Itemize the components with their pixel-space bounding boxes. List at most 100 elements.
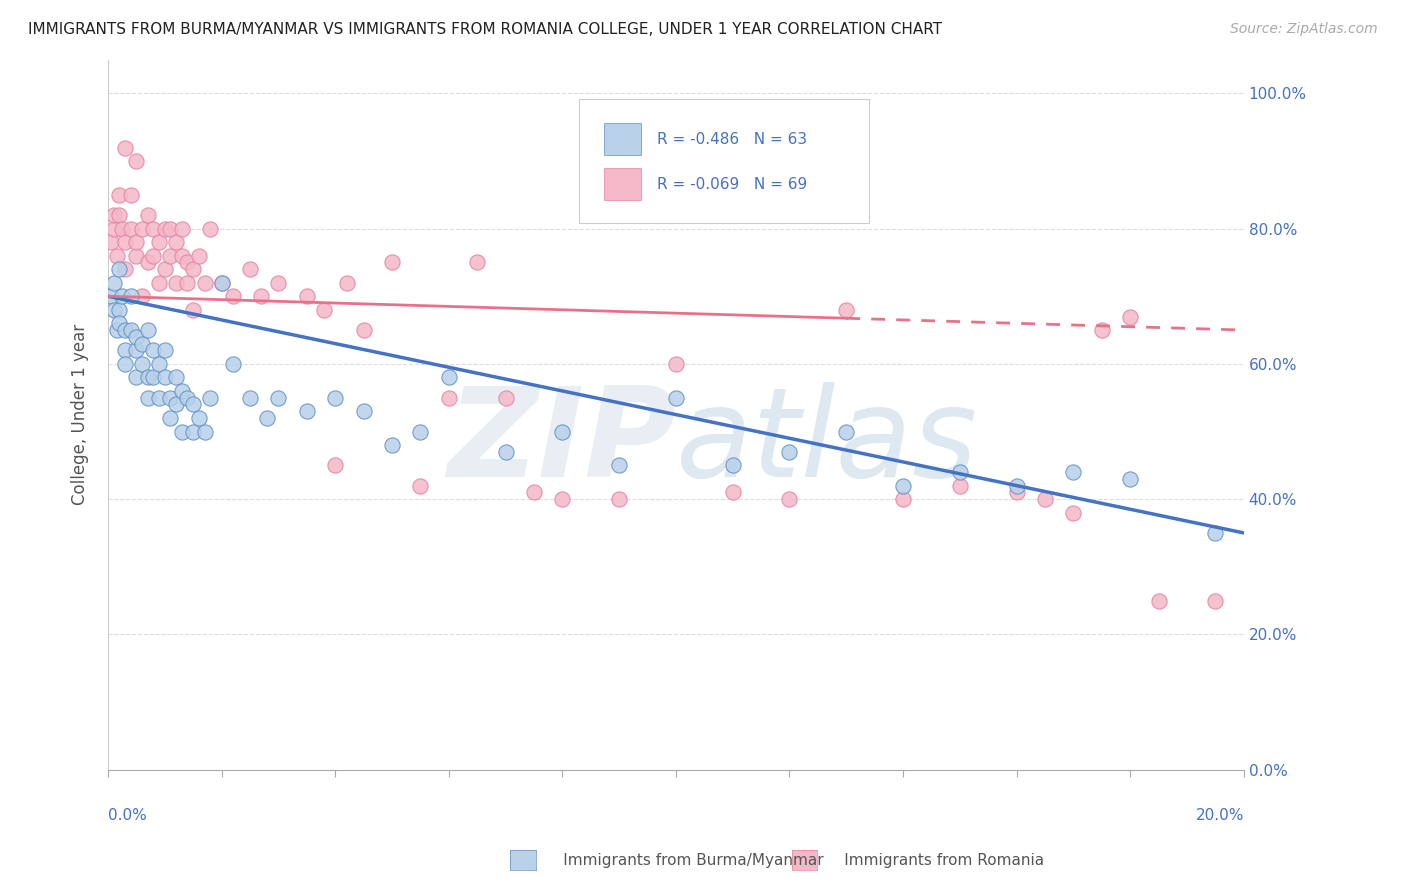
Point — [353, 404, 375, 418]
Point — [170, 221, 193, 235]
Point — [409, 478, 432, 492]
Point — [891, 478, 914, 492]
Point — [120, 289, 142, 303]
Point — [551, 425, 574, 439]
Point — [170, 249, 193, 263]
Point — [108, 208, 131, 222]
Point — [103, 302, 125, 317]
Point — [114, 140, 136, 154]
Point — [256, 411, 278, 425]
Point — [159, 391, 181, 405]
Point — [103, 276, 125, 290]
Point — [142, 370, 165, 384]
Point — [125, 154, 148, 169]
Point — [222, 289, 245, 303]
Point — [381, 255, 404, 269]
Point — [239, 391, 262, 405]
Point — [523, 485, 546, 500]
Point — [721, 458, 744, 473]
Point — [170, 384, 193, 398]
Point — [1091, 323, 1114, 337]
Point — [100, 235, 122, 249]
Point — [153, 262, 176, 277]
Point — [136, 255, 159, 269]
Point — [193, 276, 215, 290]
Point — [165, 397, 187, 411]
Point — [125, 343, 148, 358]
Point — [170, 425, 193, 439]
Point — [103, 221, 125, 235]
Point — [1204, 525, 1226, 540]
Point — [176, 255, 198, 269]
Point — [1119, 310, 1142, 324]
Y-axis label: College, Under 1 year: College, Under 1 year — [72, 324, 89, 505]
Point — [114, 323, 136, 337]
Point — [267, 276, 290, 290]
Text: Immigrants from Romania: Immigrants from Romania — [815, 854, 1045, 868]
Point — [1119, 472, 1142, 486]
Point — [136, 370, 159, 384]
Text: R = -0.069   N = 69: R = -0.069 N = 69 — [657, 177, 807, 192]
Point — [125, 330, 148, 344]
Point — [105, 323, 128, 337]
Point — [295, 404, 318, 418]
Point — [295, 289, 318, 303]
Point — [111, 289, 134, 303]
FancyBboxPatch shape — [605, 169, 641, 200]
Text: Source: ZipAtlas.com: Source: ZipAtlas.com — [1230, 22, 1378, 37]
Point — [607, 458, 630, 473]
Point — [312, 302, 335, 317]
Point — [176, 276, 198, 290]
Point — [949, 478, 972, 492]
Point — [200, 391, 222, 405]
Point — [103, 208, 125, 222]
Point — [114, 235, 136, 249]
Point — [165, 235, 187, 249]
Text: R = -0.486   N = 63: R = -0.486 N = 63 — [657, 132, 807, 146]
Point — [125, 249, 148, 263]
Point — [114, 262, 136, 277]
Point — [159, 249, 181, 263]
Point — [148, 235, 170, 249]
Point — [778, 444, 800, 458]
Point — [353, 323, 375, 337]
Point — [153, 370, 176, 384]
Point — [120, 323, 142, 337]
Point — [142, 249, 165, 263]
Point — [131, 336, 153, 351]
Point — [105, 249, 128, 263]
Text: 0.0%: 0.0% — [108, 808, 146, 823]
Point — [108, 316, 131, 330]
Point — [323, 391, 346, 405]
Point — [131, 357, 153, 371]
Point — [108, 302, 131, 317]
Point — [1005, 478, 1028, 492]
Point — [131, 289, 153, 303]
Point — [193, 425, 215, 439]
Point — [1062, 506, 1084, 520]
Point — [1204, 593, 1226, 607]
Point — [125, 370, 148, 384]
Text: atlas: atlas — [676, 383, 979, 503]
Text: IMMIGRANTS FROM BURMA/MYANMAR VS IMMIGRANTS FROM ROMANIA COLLEGE, UNDER 1 YEAR C: IMMIGRANTS FROM BURMA/MYANMAR VS IMMIGRA… — [28, 22, 942, 37]
Point — [222, 357, 245, 371]
Point — [148, 276, 170, 290]
Point — [136, 391, 159, 405]
Point — [1005, 485, 1028, 500]
Point — [211, 276, 233, 290]
Point — [665, 391, 688, 405]
Point — [665, 357, 688, 371]
Point — [181, 425, 204, 439]
Point — [267, 391, 290, 405]
Point — [949, 465, 972, 479]
Point — [181, 302, 204, 317]
Point — [142, 221, 165, 235]
Point — [495, 391, 517, 405]
Point — [100, 289, 122, 303]
Point — [551, 492, 574, 507]
Point — [111, 221, 134, 235]
Point — [239, 262, 262, 277]
Point — [148, 391, 170, 405]
Point — [165, 370, 187, 384]
Point — [250, 289, 273, 303]
